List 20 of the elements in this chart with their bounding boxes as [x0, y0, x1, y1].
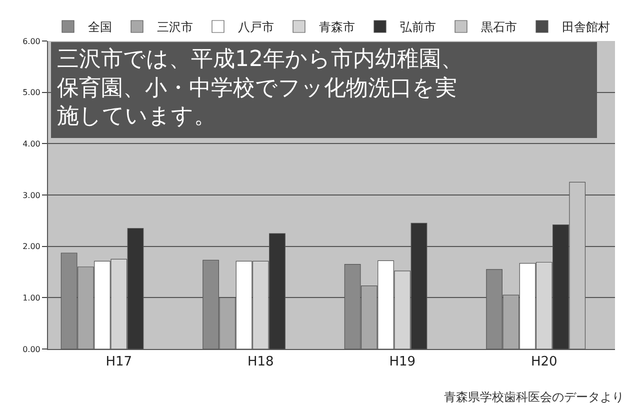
x-tick-label: H18 — [247, 354, 274, 370]
callout-box: 三沢市では、平成12年から市内幼稚園、保育園、小・中学校でフッ化物洗口を実施しています。 — [51, 42, 597, 138]
legend-label: 黒石市 — [481, 20, 517, 34]
y-tick-label: 4.00 — [22, 139, 40, 148]
y-tick-label: 3.00 — [22, 190, 40, 200]
y-tick-label: 2.00 — [22, 242, 40, 252]
y-tick-label: 6.00 — [22, 36, 40, 46]
legend-label: 三沢市 — [157, 20, 193, 34]
legend-label: 全国 — [88, 20, 112, 34]
legend-label: 田舎館村 — [562, 20, 610, 34]
legend-label: 弘前市 — [400, 20, 436, 34]
legend-label: 青森市 — [319, 20, 355, 34]
x-tick-label: H19 — [389, 354, 416, 370]
x-tick-label: H17 — [106, 354, 132, 370]
text: 青森県学校歯科医会のデータより — [444, 390, 624, 404]
y-tick-label: 5.00 — [22, 88, 40, 98]
x-tick-label: H20 — [530, 354, 558, 370]
y-tick-label: 0.00 — [22, 344, 40, 354]
y-tick-label: 1.00 — [22, 293, 40, 302]
legend-label: 八戸市 — [238, 20, 274, 34]
